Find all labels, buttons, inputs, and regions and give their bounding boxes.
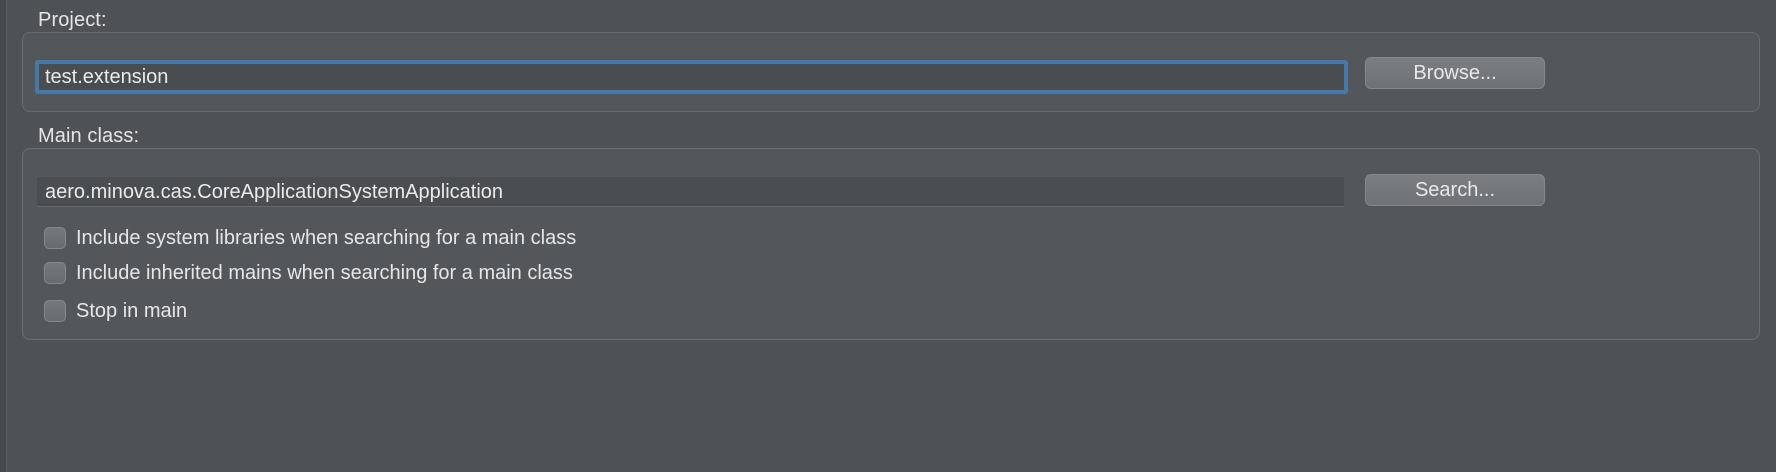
- include-inherited-mains-label: Include inherited mains when searching f…: [76, 262, 573, 284]
- main-class-label: Main class:: [38, 125, 140, 147]
- include-system-libraries-option[interactable]: Include system libraries when searching …: [44, 224, 576, 252]
- project-field[interactable]: test.extension: [35, 60, 1348, 94]
- stop-in-main-checkbox[interactable]: [44, 300, 66, 322]
- project-label: Project:: [38, 9, 107, 31]
- include-inherited-mains-checkbox[interactable]: [44, 262, 66, 284]
- left-border: [0, 0, 7, 472]
- include-inherited-mains-option[interactable]: Include inherited mains when searching f…: [44, 259, 573, 287]
- browse-button[interactable]: Browse...: [1365, 57, 1545, 89]
- include-system-libraries-label: Include system libraries when searching …: [76, 227, 577, 249]
- stop-in-main-option[interactable]: Stop in main: [44, 297, 187, 325]
- project-group: test.extension Browse...: [22, 32, 1760, 112]
- main-class-group: aero.minova.cas.CoreApplicationSystemApp…: [22, 148, 1760, 340]
- search-button[interactable]: Search...: [1365, 174, 1545, 206]
- include-system-libraries-checkbox[interactable]: [44, 227, 66, 249]
- main-class-field[interactable]: aero.minova.cas.CoreApplicationSystemApp…: [37, 177, 1344, 207]
- stop-in-main-label: Stop in main: [76, 300, 188, 322]
